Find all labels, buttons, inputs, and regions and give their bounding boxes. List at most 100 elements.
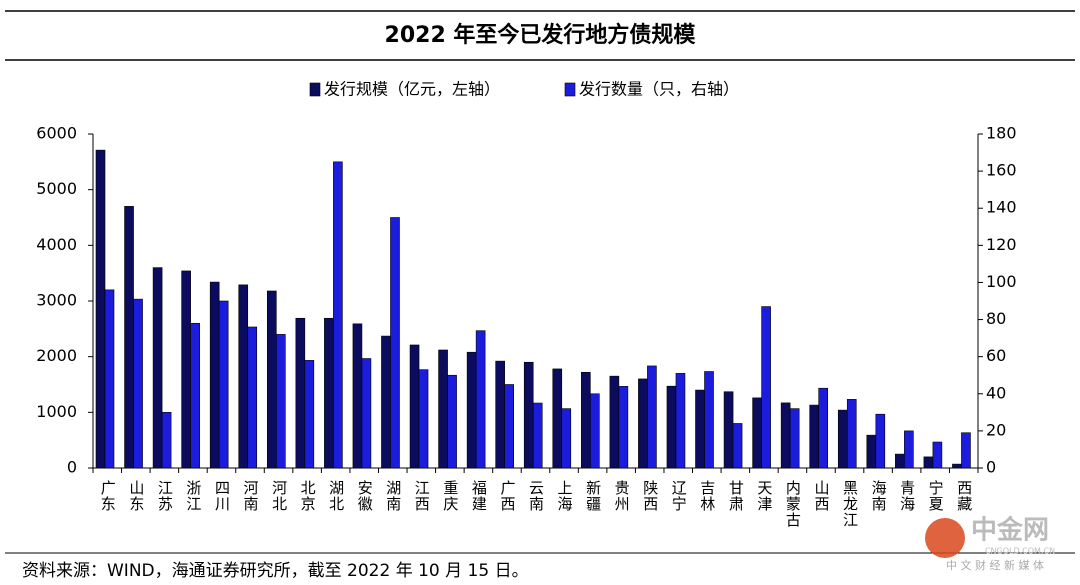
bar <box>333 161 343 469</box>
y-tick-label: 0 <box>67 458 77 477</box>
x-tick-label: 四川 <box>213 480 231 512</box>
bar <box>266 290 277 469</box>
x-tick-label: 湖北 <box>327 480 345 512</box>
bar <box>952 463 962 469</box>
bar <box>466 351 477 469</box>
bar <box>666 385 677 469</box>
y2-tick-label: 40 <box>986 383 1006 402</box>
y2-tick-label: 20 <box>986 420 1006 439</box>
y-tick-label: 1000 <box>36 402 77 421</box>
bar <box>238 284 249 469</box>
x-tick-label: 内蒙古 <box>784 480 802 528</box>
x-tick-label: 河南 <box>242 480 260 512</box>
bar <box>152 267 163 469</box>
bar <box>590 393 600 469</box>
bar <box>961 432 971 469</box>
x-tick-label: 贵州 <box>613 480 631 512</box>
x-tick-label: 上海 <box>556 480 574 512</box>
bar <box>95 149 106 469</box>
x-tick-label: 云南 <box>527 480 545 512</box>
y2-tick-label: 0 <box>986 458 996 477</box>
y-tick-label: 5000 <box>36 179 77 198</box>
bar <box>532 402 543 469</box>
bar <box>809 404 820 469</box>
bar <box>161 412 172 469</box>
bar <box>390 217 400 469</box>
x-tick-label: 安徽 <box>356 480 374 512</box>
bar <box>789 408 800 469</box>
y2-tick-label: 120 <box>986 235 1017 254</box>
bar <box>190 322 200 469</box>
bar <box>618 386 629 469</box>
x-tick-label: 浙江 <box>184 480 202 512</box>
bar <box>609 375 620 469</box>
watermark-name: 中金网 <box>971 515 1049 546</box>
watermark-logo <box>925 518 965 558</box>
x-tick-label: 新疆 <box>584 480 602 512</box>
bar <box>723 391 734 469</box>
x-tick-label: 福建 <box>470 480 488 512</box>
x-tick-label: 广西 <box>498 480 516 512</box>
y2-tick-label: 100 <box>986 272 1017 291</box>
bar <box>418 369 429 469</box>
bar <box>895 453 905 469</box>
x-tick-label: 辽宁 <box>670 480 688 512</box>
bar <box>324 317 334 469</box>
bar <box>247 326 258 469</box>
x-tick-label: 湖南 <box>384 480 402 512</box>
y2-tick-label: 80 <box>986 309 1006 328</box>
x-tick-label: 重庆 <box>441 480 459 512</box>
source: 资料来源：WIND，海通证券研究所，截至 2022 年 10 月 15 日。 <box>22 561 529 581</box>
bar <box>209 281 220 469</box>
bar <box>752 397 762 469</box>
x-tick-label: 宁夏 <box>927 480 945 512</box>
bar <box>304 360 315 469</box>
bar <box>361 358 372 469</box>
y2-tick-label: 160 <box>986 161 1017 180</box>
bar <box>837 409 848 469</box>
legend-swatch <box>564 82 576 97</box>
chart-title: 2022 年至今已发行地方债规模 <box>385 22 697 48</box>
bar <box>923 456 934 469</box>
bar <box>438 349 448 469</box>
bar <box>904 430 914 469</box>
x-tick-label: 江苏 <box>156 480 174 512</box>
bar <box>761 306 771 469</box>
bar <box>647 365 657 469</box>
bar <box>780 402 791 469</box>
y-tick-label: 3000 <box>36 291 77 310</box>
bar <box>846 399 857 469</box>
bar <box>818 387 829 469</box>
y-tick-label: 4000 <box>36 235 77 254</box>
y2-tick-label: 140 <box>986 198 1017 217</box>
bar <box>504 384 514 469</box>
bar <box>352 323 363 469</box>
x-tick-label: 吉林 <box>698 480 716 512</box>
bar <box>675 373 686 469</box>
bar <box>181 270 191 469</box>
bar <box>523 361 534 469</box>
x-tick-label: 黑龙江 <box>841 480 859 528</box>
bar <box>124 206 134 469</box>
y-tick-label: 6000 <box>36 124 77 143</box>
y2-tick-label: 60 <box>986 346 1006 365</box>
bar <box>133 298 143 469</box>
x-tick-label: 山东 <box>127 480 145 512</box>
y2-tick-label: 180 <box>986 124 1017 143</box>
bar <box>495 360 505 469</box>
bar <box>409 344 420 469</box>
bar <box>695 389 705 469</box>
x-tick-label: 江西 <box>413 480 431 512</box>
bar <box>704 371 714 469</box>
bar <box>381 335 391 469</box>
legend-label: 发行规模（亿元，左轴） <box>324 80 500 99</box>
y-tick-label: 2000 <box>36 346 77 365</box>
bar <box>295 317 306 469</box>
bar <box>447 374 457 469</box>
bar <box>581 371 591 469</box>
bar <box>475 330 486 469</box>
watermark-slogan: 中 文 财 经 新 媒 体 <box>946 558 1044 572</box>
x-tick-label: 河北 <box>270 480 288 512</box>
x-tick-label: 山西 <box>812 480 830 512</box>
